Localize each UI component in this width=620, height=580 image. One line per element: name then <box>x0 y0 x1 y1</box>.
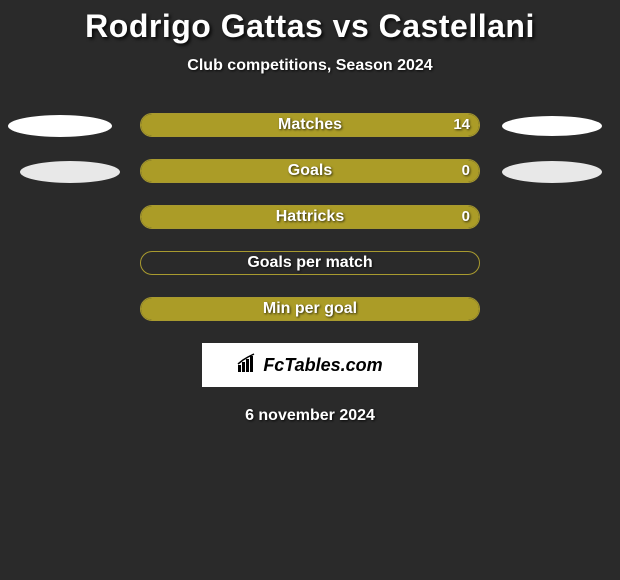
bar-value: 0 <box>462 159 470 183</box>
right-ellipse <box>502 161 602 183</box>
logo-text: FcTables.com <box>263 355 382 376</box>
bar-track <box>140 251 480 275</box>
date-text: 6 november 2024 <box>0 407 620 425</box>
stat-row: Hattricks0 <box>0 205 620 231</box>
subtitle: Club competitions, Season 2024 <box>0 57 620 75</box>
bar-track <box>140 159 480 183</box>
bar-fill <box>141 114 479 136</box>
stat-row: Goals per match <box>0 251 620 277</box>
bar-fill <box>141 160 479 182</box>
left-ellipse <box>8 115 112 137</box>
stat-row: Goals0 <box>0 159 620 185</box>
bar-track <box>140 113 480 137</box>
chart-icon <box>237 353 259 378</box>
logo-box: FcTables.com <box>202 343 418 387</box>
page-title: Rodrigo Gattas vs Castellani <box>0 8 620 45</box>
bar-value: 0 <box>462 205 470 229</box>
stat-row: Min per goal <box>0 297 620 323</box>
bar-track <box>140 205 480 229</box>
right-ellipse <box>502 116 602 136</box>
bar-fill <box>141 206 479 228</box>
comparison-infographic: Rodrigo Gattas vs Castellani Club compet… <box>0 0 620 425</box>
bar-fill <box>141 298 479 320</box>
logo: FcTables.com <box>237 353 382 378</box>
bar-track <box>140 297 480 321</box>
bar-value: 14 <box>453 113 470 137</box>
stat-row: Matches14 <box>0 113 620 139</box>
stat-rows: Matches14 Goals0 Hattricks0 Goals per match… <box>0 113 620 323</box>
left-ellipse <box>20 161 120 183</box>
